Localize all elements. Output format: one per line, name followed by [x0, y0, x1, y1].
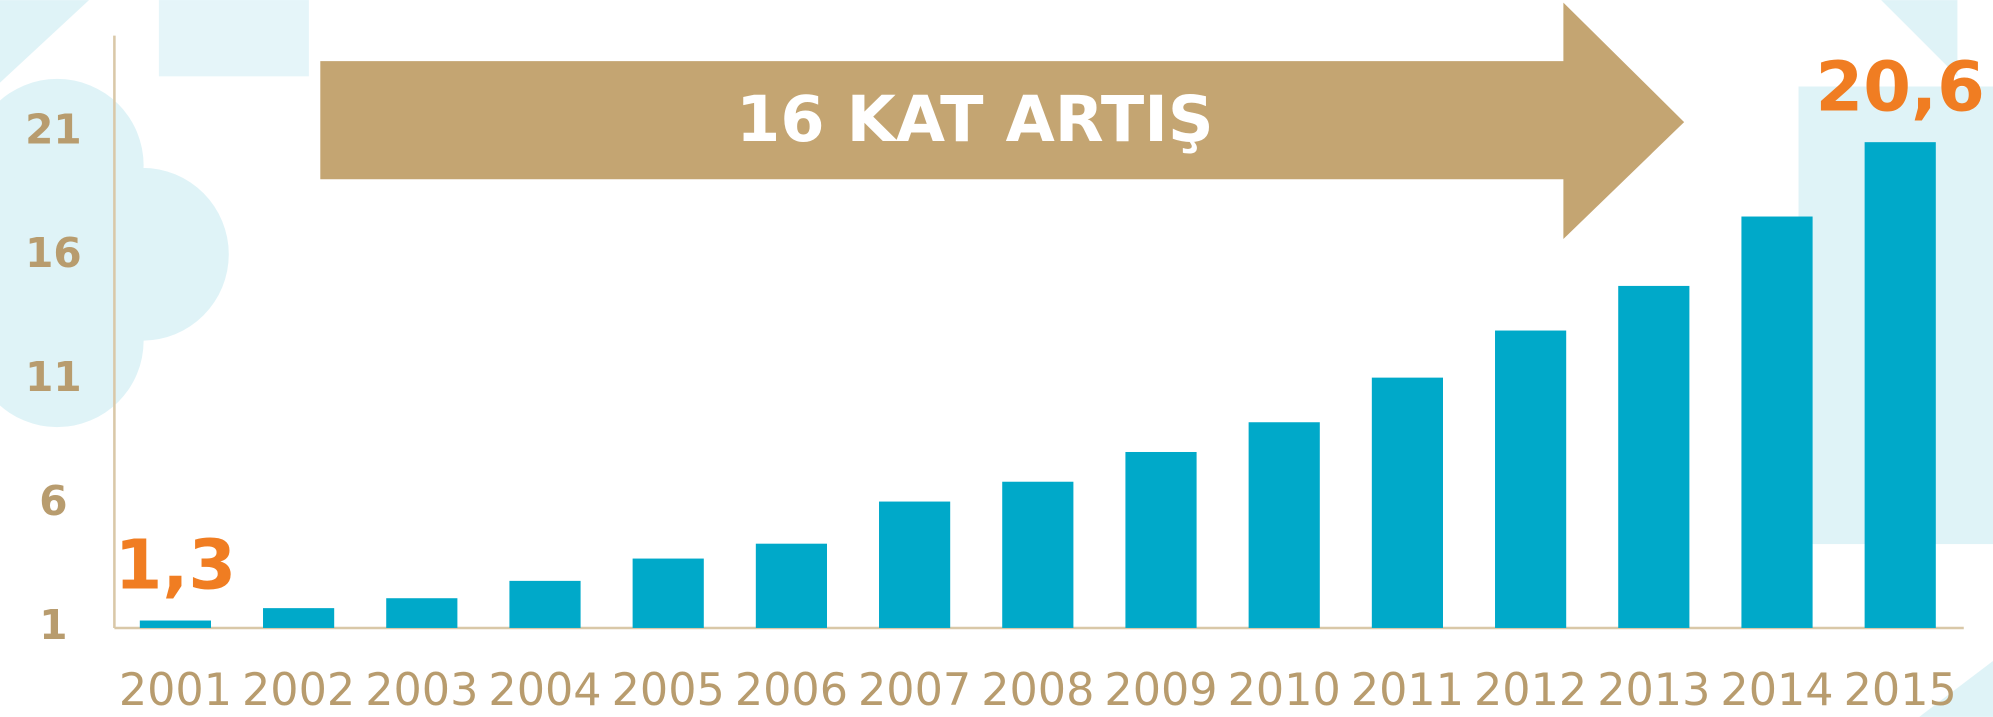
- bar: [1125, 451, 1197, 628]
- bar: [1002, 481, 1074, 628]
- x-tick-label: 2008: [981, 665, 1094, 716]
- x-tick-label: 2012: [1474, 665, 1587, 716]
- x-tick-label: 2015: [1844, 665, 1957, 716]
- bar: [1741, 216, 1813, 628]
- bar: [755, 543, 827, 628]
- x-tick-label: 2013: [1597, 665, 1710, 716]
- x-tick-label: 2002: [242, 665, 355, 716]
- bar: [632, 558, 704, 628]
- y-tick-label: 21: [25, 105, 82, 153]
- arrow: [320, 2, 1685, 240]
- bar: [386, 598, 458, 628]
- x-tick-label: 2001: [119, 665, 232, 716]
- bar: [1618, 285, 1690, 628]
- bar: [509, 580, 581, 628]
- bar: [1371, 377, 1444, 628]
- x-tick-label: 2006: [735, 665, 848, 716]
- y-tick-label: 6: [39, 477, 67, 525]
- x-tick-label: 2011: [1351, 665, 1464, 716]
- x-tick-label: 2007: [858, 665, 971, 716]
- annotation: 16 KAT ARTIŞ: [736, 82, 1214, 156]
- y-tick-label: 1: [39, 601, 67, 649]
- y-tick-label: 11: [25, 353, 82, 401]
- x-tick-label: 2010: [1228, 665, 1341, 716]
- bar: [1248, 422, 1320, 628]
- bar: [139, 620, 211, 628]
- bar: [1864, 142, 1936, 628]
- value-label: 1,3: [115, 526, 237, 606]
- x-tick-label: 2009: [1104, 665, 1217, 716]
- value-label: 20,6: [1816, 47, 1985, 127]
- bar: [879, 501, 951, 628]
- bar: [1495, 330, 1567, 628]
- x-tick-label: 2014: [1720, 665, 1833, 716]
- x-tick-label: 2004: [488, 665, 601, 716]
- y-tick-label: 16: [25, 229, 82, 277]
- x-tick-label: 2005: [612, 665, 725, 716]
- bar: [263, 608, 335, 628]
- x-tick-label: 2003: [365, 665, 478, 716]
